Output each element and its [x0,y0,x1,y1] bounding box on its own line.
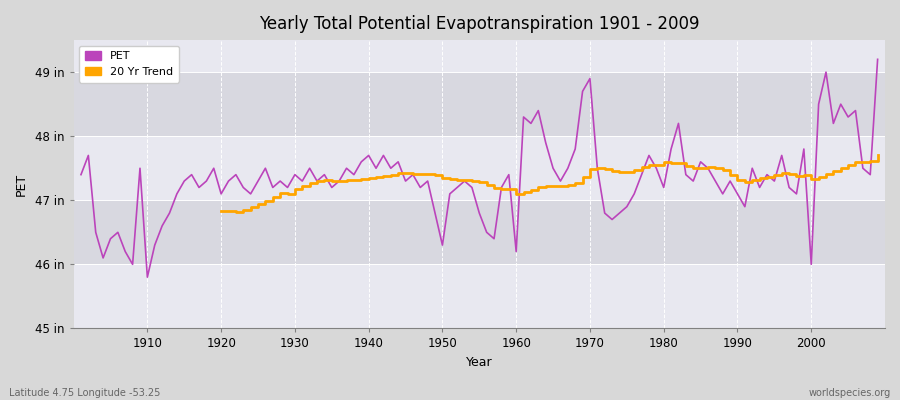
Title: Yearly Total Potential Evapotranspiration 1901 - 2009: Yearly Total Potential Evapotranspiratio… [259,15,699,33]
Text: Latitude 4.75 Longitude -53.25: Latitude 4.75 Longitude -53.25 [9,388,160,398]
Bar [74,8,885,72]
Bar [74,136,885,200]
X-axis label: Year: Year [466,356,492,369]
Bar [74,264,885,328]
Text: worldspecies.org: worldspecies.org [809,388,891,398]
Legend: PET, 20 Yr Trend: PET, 20 Yr Trend [79,46,179,82]
Y-axis label: PET: PET [15,173,28,196]
Bar [74,200,885,264]
Bar [74,72,885,136]
